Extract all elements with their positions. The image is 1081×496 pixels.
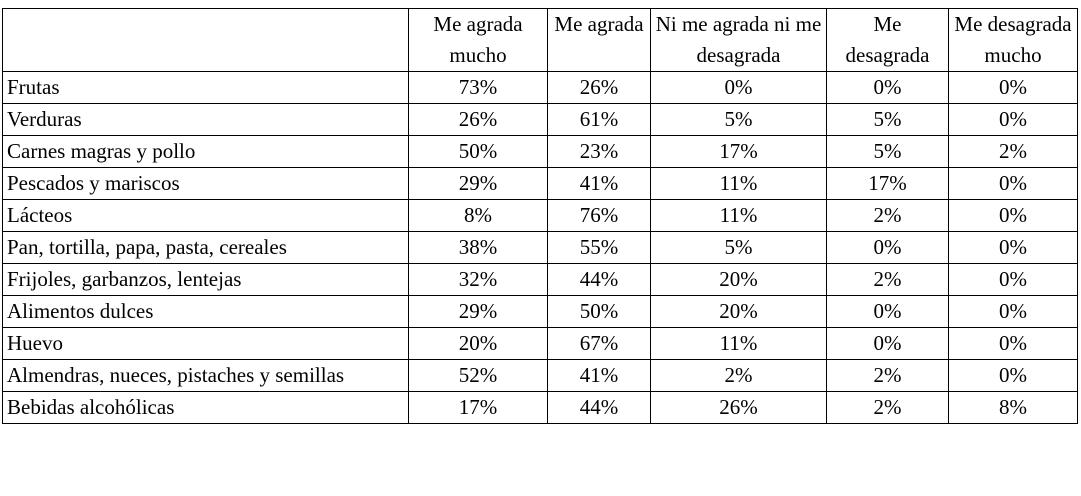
header-cell-me-agrada: Me agrada [547,8,651,72]
table-cell: 0% [948,199,1078,232]
row-label: Carnes magras y pollo [2,135,409,168]
table-cell: 73% [408,71,548,104]
table-cell: 76% [547,199,651,232]
table-row: Frutas 73% 26% 0% 0% 0% [2,71,1078,104]
row-label: Huevo [2,327,409,360]
table-cell: 20% [650,295,827,328]
table-cell: 38% [408,231,548,264]
table-cell: 0% [948,295,1078,328]
header-cell-empty [2,8,409,72]
table-cell: 2% [948,135,1078,168]
table-cell: 17% [408,391,548,424]
table-cell: 5% [826,135,949,168]
table-row: Almendras, nueces, pistaches y semillas … [2,359,1078,392]
table-cell: 26% [650,391,827,424]
row-label: Verduras [2,103,409,136]
table-cell: 0% [948,103,1078,136]
table-cell: 0% [650,71,827,104]
header-cell-me-desagrada-mucho: Me desagrada mucho [948,8,1078,72]
table-cell: 50% [547,295,651,328]
table-cell: 41% [547,167,651,200]
table-cell: 17% [826,167,949,200]
table-row: Huevo 20% 67% 11% 0% 0% [2,327,1078,360]
table-cell: 0% [948,327,1078,360]
table-cell: 11% [650,199,827,232]
header-row: Me agrada mucho Me agrada Ni me agrada n… [2,8,1078,72]
header-cell-me-desagrada: Me desagrada [826,8,949,72]
row-label: Lácteos [2,199,409,232]
table-cell: 5% [826,103,949,136]
table-cell: 8% [948,391,1078,424]
table-cell: 20% [650,263,827,296]
table-row: Carnes magras y pollo 50% 23% 17% 5% 2% [2,135,1078,168]
table-row: Frijoles, garbanzos, lentejas 32% 44% 20… [2,263,1078,296]
table-cell: 8% [408,199,548,232]
row-label: Pan, tortilla, papa, pasta, cereales [2,231,409,264]
table-cell: 0% [948,167,1078,200]
row-label: Bebidas alcohólicas [2,391,409,424]
table-cell: 0% [826,231,949,264]
table-row: Verduras 26% 61% 5% 5% 0% [2,103,1078,136]
table-cell: 11% [650,167,827,200]
row-label: Alimentos dulces [2,295,409,328]
table-row: Pescados y mariscos 29% 41% 11% 17% 0% [2,167,1078,200]
table-cell: 26% [547,71,651,104]
table-cell: 0% [826,71,949,104]
table-cell: 41% [547,359,651,392]
table-cell: 17% [650,135,827,168]
table-cell: 2% [826,263,949,296]
row-label: Frijoles, garbanzos, lentejas [2,263,409,296]
table-cell: 11% [650,327,827,360]
table-cell: 5% [650,103,827,136]
table-cell: 0% [948,71,1078,104]
table-cell: 44% [547,391,651,424]
table-cell: 52% [408,359,548,392]
table-cell: 0% [826,295,949,328]
table-cell: 67% [547,327,651,360]
row-label: Pescados y mariscos [2,167,409,200]
table-cell: 55% [547,231,651,264]
table-cell: 23% [547,135,651,168]
table-row: Pan, tortilla, papa, pasta, cereales 38%… [2,231,1078,264]
header-cell-me-agrada-mucho: Me agrada mucho [408,8,548,72]
table-cell: 50% [408,135,548,168]
table-cell: 0% [948,231,1078,264]
table-row: Bebidas alcohólicas 17% 44% 26% 2% 8% [2,391,1078,424]
header-cell-ni-agrada-ni-desagrada: Ni me agrada ni me desagrada [650,8,827,72]
table-cell: 0% [826,327,949,360]
table-cell: 0% [948,263,1078,296]
table-cell: 20% [408,327,548,360]
preferences-table: Me agrada mucho Me agrada Ni me agrada n… [2,8,1078,424]
table-cell: 2% [826,391,949,424]
table-cell: 5% [650,231,827,264]
table-cell: 32% [408,263,548,296]
table-cell: 44% [547,263,651,296]
table-cell: 2% [826,199,949,232]
table-cell: 0% [948,359,1078,392]
row-label: Frutas [2,71,409,104]
table-cell: 2% [650,359,827,392]
table-cell: 2% [826,359,949,392]
table-cell: 29% [408,295,548,328]
table-row: Lácteos 8% 76% 11% 2% 0% [2,199,1078,232]
table-cell: 29% [408,167,548,200]
table-cell: 26% [408,103,548,136]
row-label: Almendras, nueces, pistaches y semillas [2,359,409,392]
table-row: Alimentos dulces 29% 50% 20% 0% 0% [2,295,1078,328]
table-cell: 61% [547,103,651,136]
